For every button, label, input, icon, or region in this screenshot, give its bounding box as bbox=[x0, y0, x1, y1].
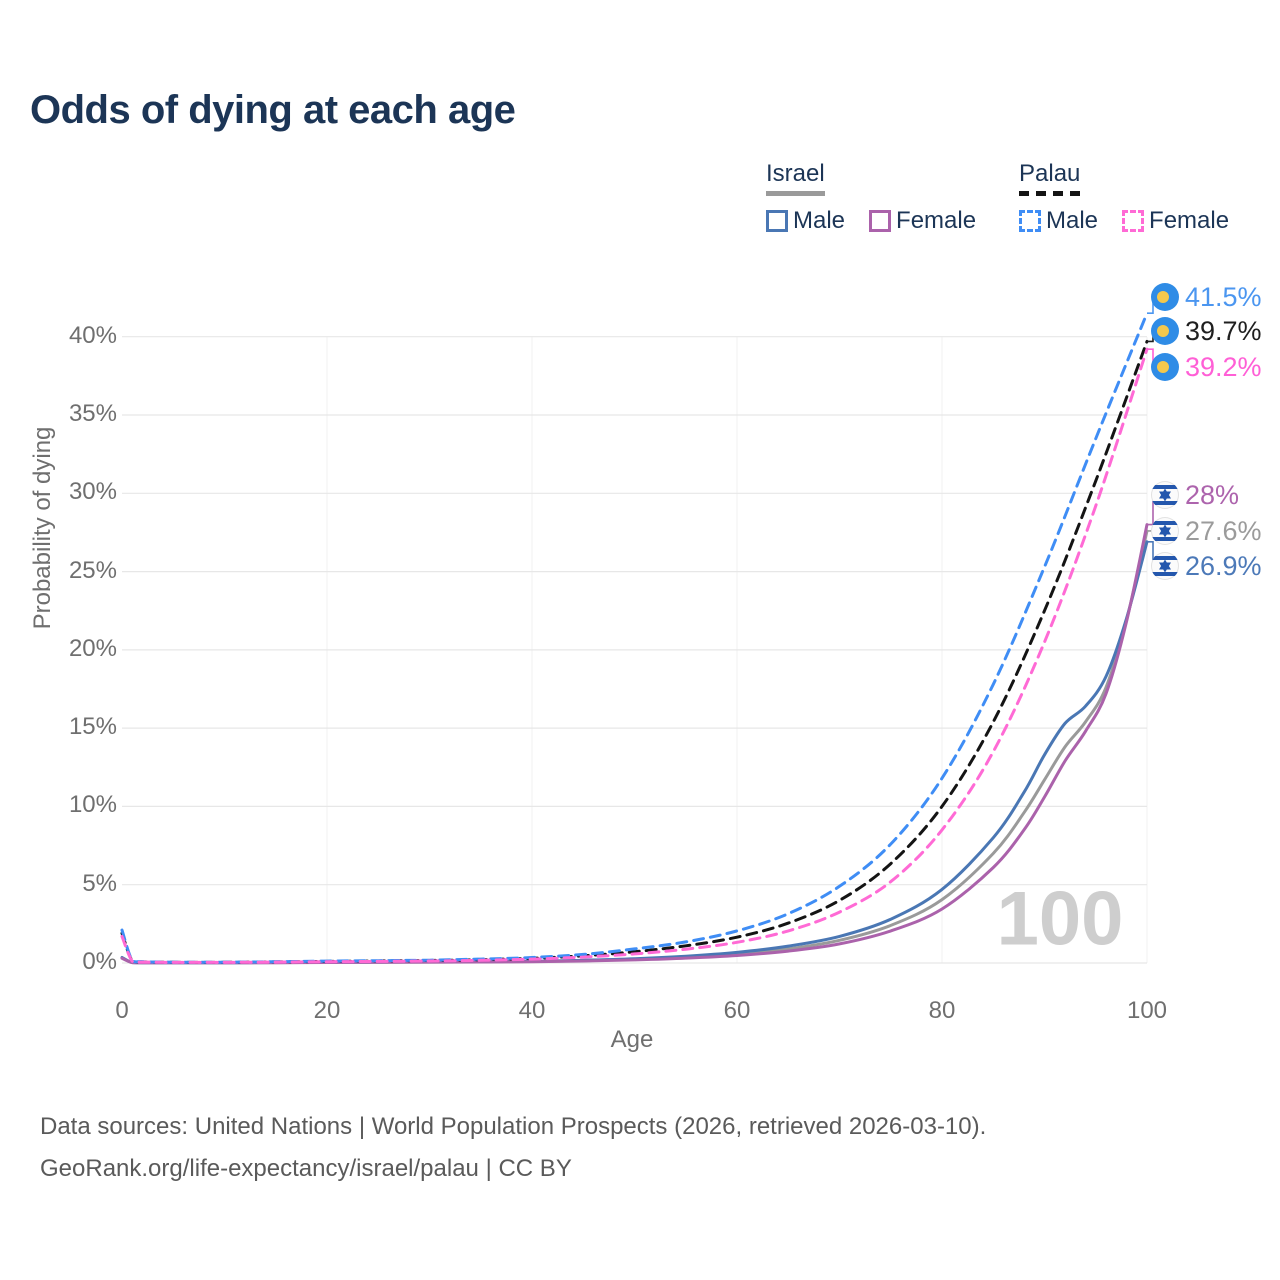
end-label-palau-total: 39.7% bbox=[1151, 317, 1262, 345]
palau-flag-icon bbox=[1151, 317, 1179, 345]
y-tick-35%: 35% bbox=[68, 400, 117, 427]
end-label-value: 39.7% bbox=[1185, 316, 1262, 346]
legend-item-label: Male bbox=[793, 207, 846, 234]
legend-swatch-palau-male bbox=[1019, 210, 1041, 232]
x-axis-title: Age bbox=[610, 1026, 654, 1053]
end-label-value: 28% bbox=[1185, 480, 1240, 510]
palau-flag-disc bbox=[1157, 360, 1170, 374]
x-tick-0: 0 bbox=[115, 997, 129, 1024]
palau-flag-icon bbox=[1151, 283, 1179, 311]
israel-flag-icon bbox=[1151, 517, 1179, 545]
star-of-david-icon bbox=[1159, 559, 1171, 573]
israel-flag-icon bbox=[1151, 552, 1179, 580]
end-label-value: 39.2% bbox=[1185, 352, 1262, 382]
legend-item-israel-female[interactable]: Female bbox=[869, 207, 976, 235]
end-label-value: 26.9% bbox=[1185, 551, 1262, 581]
legend-item-palau-male[interactable]: Male bbox=[1019, 207, 1098, 235]
footer: Data sources: United Nations | World Pop… bbox=[40, 1106, 986, 1190]
star-of-david-icon bbox=[1159, 524, 1171, 538]
line-israel-total bbox=[120, 529, 1149, 965]
y-tick-30%: 30% bbox=[68, 478, 117, 506]
line-palau-female bbox=[120, 347, 1149, 964]
end-label-value: 41.5% bbox=[1185, 282, 1262, 312]
legend-group-palau: Palau Male Female bbox=[1019, 160, 1229, 235]
y-tick-20%: 20% bbox=[68, 634, 117, 662]
x-tick-20: 20 bbox=[313, 997, 341, 1024]
watermark-age-100: 100 bbox=[996, 876, 1124, 962]
legend-swatch-palau-female bbox=[1122, 210, 1145, 232]
y-tick-5%: 5% bbox=[82, 869, 117, 897]
palau-flag-disc bbox=[1157, 324, 1170, 338]
legend-country-palau: Palau bbox=[1019, 160, 1081, 196]
page-title: Odds of dying at each age bbox=[30, 88, 516, 132]
y-tick-40%: 40% bbox=[68, 321, 117, 349]
legend-item-label: Female bbox=[1149, 207, 1230, 234]
legend-swatch-israel-male bbox=[766, 210, 788, 232]
line-israel-female bbox=[120, 523, 1149, 965]
line-israel-male bbox=[120, 540, 1149, 965]
israel-flag-icon bbox=[1151, 481, 1179, 509]
footer-data-sources: Data sources: United Nations | World Pop… bbox=[40, 1113, 987, 1140]
line-palau-male bbox=[120, 311, 1149, 964]
x-tick-40: 40 bbox=[518, 997, 546, 1024]
end-label-israel-total: 27.6% bbox=[1151, 517, 1262, 545]
end-label-palau-male: 41.5% bbox=[1151, 283, 1262, 311]
y-tick-10%: 10% bbox=[68, 791, 117, 819]
y-tick-15%: 15% bbox=[68, 713, 117, 741]
x-tick-100: 100 bbox=[1126, 997, 1168, 1024]
end-label-palau-female: 39.2% bbox=[1151, 353, 1262, 381]
palau-flag-icon bbox=[1151, 353, 1179, 381]
x-tick-80: 80 bbox=[928, 997, 956, 1024]
legend-item-label: Female bbox=[896, 207, 977, 234]
y-tick-0%: 0% bbox=[82, 948, 117, 975]
end-label-israel-male: 26.9% bbox=[1151, 552, 1262, 580]
legend-swatch-israel-female bbox=[869, 210, 892, 232]
end-label-israel-female: 28% bbox=[1151, 481, 1239, 509]
palau-flag-disc bbox=[1157, 290, 1170, 304]
legend-item-palau-female[interactable]: Female bbox=[1122, 207, 1229, 235]
legend-item-israel-male[interactable]: Male bbox=[766, 207, 845, 235]
x-tick-60: 60 bbox=[723, 997, 751, 1024]
legend-group-israel: Israel Male Female bbox=[766, 160, 976, 235]
legend-item-label: Male bbox=[1046, 207, 1099, 234]
y-tick-25%: 25% bbox=[68, 556, 117, 584]
end-label-value: 27.6% bbox=[1185, 516, 1262, 546]
legend-country-israel: Israel bbox=[766, 160, 825, 196]
star-of-david-icon bbox=[1159, 488, 1171, 502]
footer-attribution: GeoRank.org/life-expectancy/israel/palau… bbox=[40, 1155, 572, 1182]
